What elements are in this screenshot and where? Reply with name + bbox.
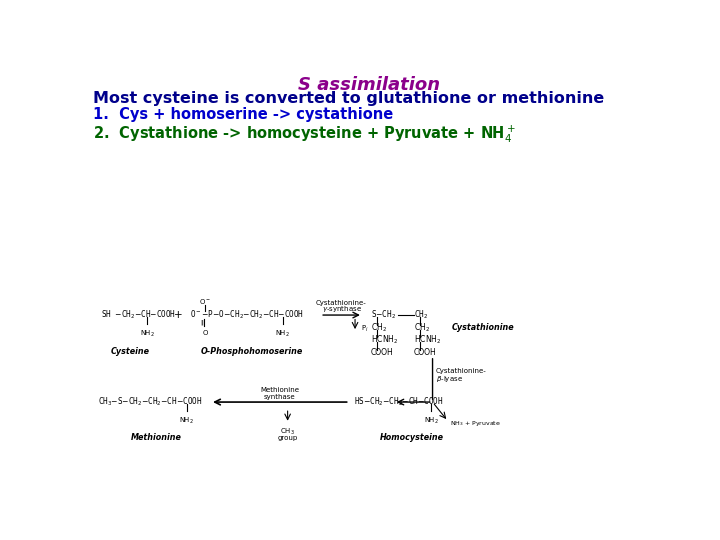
Text: O: O (203, 330, 208, 336)
Text: group: group (277, 435, 298, 441)
Text: P$_i$: P$_i$ (361, 324, 369, 334)
Text: NH$_2$: NH$_2$ (179, 416, 194, 426)
Text: CH$_2$: CH$_2$ (414, 321, 430, 334)
Text: HCNH$_2$: HCNH$_2$ (371, 333, 397, 346)
Text: $\beta$-lyase: $\beta$-lyase (436, 374, 463, 384)
Text: CH$_2$: CH$_2$ (371, 321, 387, 334)
Text: +: + (174, 310, 183, 320)
Text: HCNH$_2$: HCNH$_2$ (414, 333, 441, 346)
Text: $\Vert$: $\Vert$ (200, 318, 204, 327)
Text: NH$_2$: NH$_2$ (276, 329, 290, 339)
Text: Cystathionine: Cystathionine (452, 323, 515, 332)
Text: Methionine: Methionine (130, 433, 181, 442)
Text: $\gamma$-synthase: $\gamma$-synthase (322, 304, 361, 314)
Text: NH$_2$: NH$_2$ (423, 416, 438, 426)
Text: CH$_3$: CH$_3$ (280, 427, 295, 437)
Text: 1.  Cys + homoserine -> cystathione: 1. Cys + homoserine -> cystathione (93, 107, 393, 122)
Text: S assimilation: S assimilation (298, 76, 440, 93)
Text: Cystathionine-: Cystathionine- (436, 368, 487, 374)
Text: synthase: synthase (264, 394, 296, 400)
Text: O-Phosphohomoserine: O-Phosphohomoserine (201, 347, 303, 356)
Text: HS$-$CH$_2$$-$CH$_2$$-$CH$-$COOH: HS$-$CH$_2$$-$CH$_2$$-$CH$-$COOH (354, 396, 443, 408)
Text: Most cysteine is converted to glutathione or methionine: Most cysteine is converted to glutathion… (93, 91, 604, 106)
Text: NH$_3$ + Pyruvate: NH$_3$ + Pyruvate (449, 419, 500, 428)
Text: CH$_3$$-$S$-$CH$_2$$-$CH$_2$$-$CH$-$COOH: CH$_3$$-$S$-$CH$_2$$-$CH$_2$$-$CH$-$COOH (98, 396, 202, 408)
Text: 2.  Cystathione -> homocysteine + Pyruvate + NH$_4^+$: 2. Cystathione -> homocysteine + Pyruvat… (93, 123, 516, 145)
Text: CH$_2$: CH$_2$ (414, 309, 428, 321)
Text: NH$_2$: NH$_2$ (140, 329, 155, 339)
Text: COOH: COOH (414, 348, 437, 356)
Text: Homocysteine: Homocysteine (379, 433, 444, 442)
Text: COOH: COOH (371, 348, 393, 356)
Text: S$-$CH$_2$: S$-$CH$_2$ (371, 309, 396, 321)
Text: Methionine: Methionine (261, 387, 300, 393)
Text: Cystathionine-: Cystathionine- (316, 300, 367, 306)
Text: Cysteine: Cysteine (111, 347, 150, 356)
Text: SH $-$CH$_2$$-$CH$-$COOH: SH $-$CH$_2$$-$CH$-$COOH (101, 309, 176, 321)
Text: O$^-$$-$P$-$O$-$CH$_2$$-$CH$_2$$-$CH$-$COOH: O$^-$$-$P$-$O$-$CH$_2$$-$CH$_2$$-$CH$-$C… (190, 309, 304, 321)
Text: O$^-$: O$^-$ (199, 296, 212, 306)
